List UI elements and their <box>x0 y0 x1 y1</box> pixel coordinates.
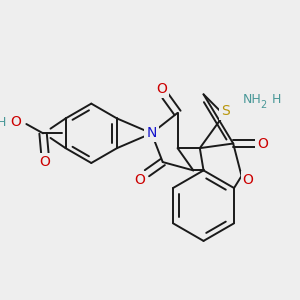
Text: O: O <box>243 173 254 187</box>
Text: H: H <box>272 93 281 106</box>
Text: N: N <box>146 126 157 140</box>
Text: NH: NH <box>242 93 261 106</box>
Text: H: H <box>0 116 6 129</box>
Text: O: O <box>40 155 50 169</box>
Text: S: S <box>221 104 230 118</box>
Text: O: O <box>10 115 21 129</box>
Text: O: O <box>156 82 167 96</box>
Text: 2: 2 <box>260 100 266 110</box>
Text: O: O <box>257 136 268 151</box>
Text: O: O <box>134 173 145 187</box>
